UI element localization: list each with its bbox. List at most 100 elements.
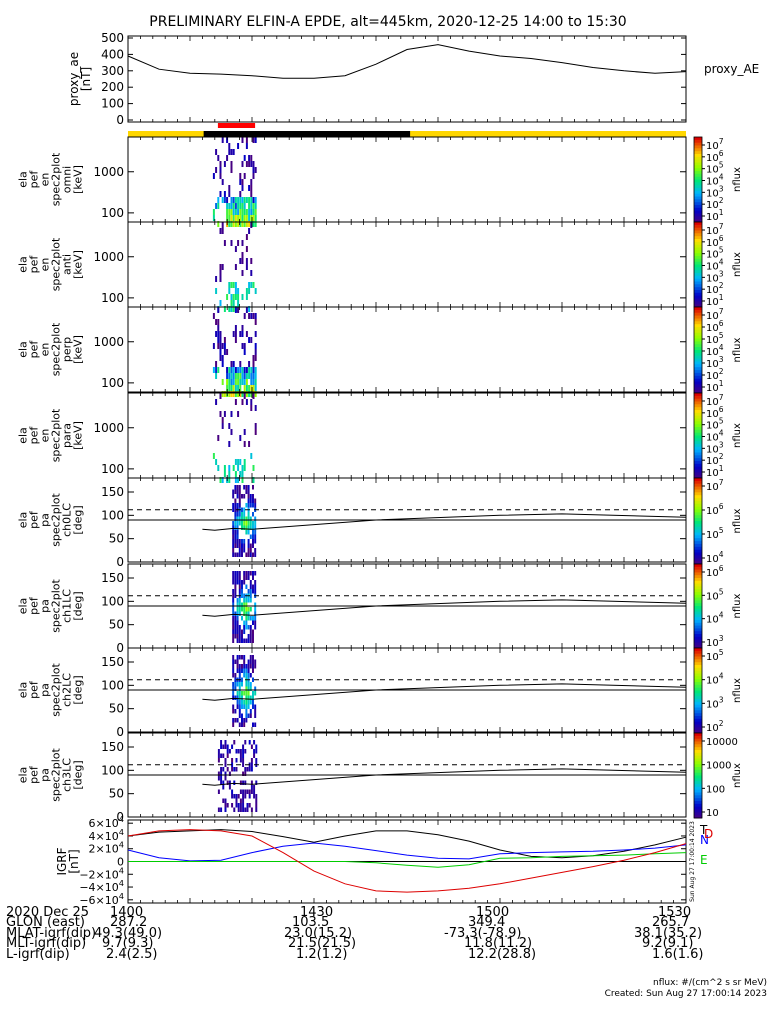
spectrogram-pixel xyxy=(230,215,233,221)
spectrogram-pixel xyxy=(228,215,231,221)
spectrogram-pixel xyxy=(237,240,240,246)
spectrogram-pixel xyxy=(245,691,248,696)
tick-exponent: 1 xyxy=(719,464,724,473)
spectrogram-pixel xyxy=(215,276,218,282)
spectrogram-pixel xyxy=(234,620,237,625)
spectrogram-pixel xyxy=(236,655,239,660)
spectrogram-pixel xyxy=(236,503,239,508)
colorbar-swatch xyxy=(694,227,702,231)
colorbar-swatch xyxy=(694,179,702,183)
y-tick-label: 200 xyxy=(101,80,124,94)
spectrogram-pixel xyxy=(226,197,229,203)
colorbar-swatch xyxy=(694,137,702,141)
spectrogram-pixel xyxy=(236,575,239,580)
tick-base: 10 xyxy=(706,723,719,734)
spectrogram-pixel xyxy=(222,798,225,803)
tick-exponent: 4 xyxy=(719,429,724,438)
colorbar-swatch xyxy=(694,611,702,615)
y-axis-label-line: [keV] xyxy=(71,335,84,364)
spectrogram-pixel xyxy=(247,552,250,557)
colorbar-swatch xyxy=(694,801,702,805)
tick-base: −2×10 xyxy=(79,868,118,881)
spectrogram-pixel xyxy=(248,803,251,808)
spectrogram-pixel xyxy=(244,807,247,812)
colorbar-swatch xyxy=(694,270,702,274)
spectrogram-pixel xyxy=(245,379,248,385)
colorbar-swatch xyxy=(694,412,702,417)
tick-base: 10 xyxy=(706,456,719,467)
spectrogram-pixel xyxy=(239,758,242,763)
spectrogram-pixel xyxy=(232,503,235,508)
spectrogram-pixel xyxy=(254,391,257,397)
y-axis-label-line: [deg] xyxy=(71,760,84,789)
spectrogram-pixel xyxy=(239,191,242,197)
spectrogram-pixel xyxy=(234,611,237,616)
spectrogram-pixel xyxy=(236,543,239,548)
colorbar-tick-label: 100 xyxy=(706,784,725,795)
spectrogram-pixel xyxy=(252,494,254,499)
spectrogram-pixel xyxy=(254,616,257,621)
spectrogram-pixel xyxy=(232,664,235,669)
y-axis-label-line: para xyxy=(60,423,73,448)
y-tick-label: 1000 xyxy=(93,250,124,264)
tick-exponent: 2 xyxy=(719,196,724,205)
colorbar-swatch xyxy=(694,798,702,802)
spectrogram-pixel xyxy=(248,215,251,221)
colorbar-swatch xyxy=(694,812,702,816)
spectrogram-pixel xyxy=(238,682,241,687)
spectrogram-pixel xyxy=(234,634,237,639)
tick-base: 10 xyxy=(706,335,719,346)
spectrogram-pixel xyxy=(228,282,231,288)
spectrogram-pixel xyxy=(236,534,239,539)
colorbar-tick-label: 102 xyxy=(706,452,724,467)
spectrogram-pixel xyxy=(247,686,250,691)
spectrogram-pixel xyxy=(249,593,252,598)
tick-base: 10 xyxy=(706,482,719,493)
spectrogram-pixel xyxy=(254,530,257,535)
spectrogram-pixel xyxy=(252,668,254,673)
spectrogram-pixel xyxy=(239,367,242,373)
spectrogram-pixel xyxy=(247,503,250,508)
spectrogram-pixel xyxy=(247,548,250,553)
tick-base: 10 xyxy=(706,506,719,517)
spectrogram-pixel xyxy=(234,399,237,405)
spectrogram-pixel xyxy=(230,306,233,312)
spectrogram-pixel xyxy=(238,691,241,696)
spectrogram-pixel xyxy=(252,530,254,535)
spectrogram-pixel xyxy=(223,161,226,167)
spectrogram-pixel xyxy=(245,682,248,687)
spectrogram-pixel xyxy=(242,803,245,808)
spectrogram-pixel xyxy=(233,767,236,772)
spectrogram-pixel xyxy=(245,161,248,167)
y-axis-label-line: ch0LC xyxy=(60,503,73,537)
colorbar-swatch xyxy=(694,421,702,425)
glon-row: GLON (east) 287.2 103.5 349.4 265.7 xyxy=(6,916,706,930)
colorbar-swatch xyxy=(694,673,702,677)
spectrogram-pixel xyxy=(223,465,226,471)
spectrogram-pixel xyxy=(231,767,234,772)
spectrogram-pixel xyxy=(226,373,229,379)
colorbar-swatch xyxy=(694,495,702,499)
spectrogram-pixel xyxy=(254,552,257,557)
spectrogram-pixel xyxy=(252,634,254,639)
spectrogram-pixel xyxy=(228,203,231,209)
tick-exponent: 4 xyxy=(119,891,124,901)
colorbar-swatch xyxy=(694,727,702,731)
spectrogram-pixel xyxy=(252,477,255,483)
colorbar-swatch xyxy=(694,642,702,646)
spectrogram-pixel xyxy=(231,794,234,799)
spectrogram-pixel xyxy=(220,767,223,772)
spectrogram-pixel xyxy=(247,673,250,678)
tick-label: 1530 xyxy=(658,905,692,920)
colorbar-swatch xyxy=(694,444,702,448)
spectrogram-pixel xyxy=(230,161,233,167)
spectrogram-pixel xyxy=(252,539,254,544)
spectrogram-pixel xyxy=(215,288,218,294)
spectrogram-pixel xyxy=(245,516,248,521)
spectrogram-pixel xyxy=(239,753,242,758)
spectrogram-pixel xyxy=(245,294,248,300)
tick-base: 10 xyxy=(706,177,719,188)
spectrogram-pixel xyxy=(234,294,237,300)
spectrogram-pixel xyxy=(255,758,258,763)
